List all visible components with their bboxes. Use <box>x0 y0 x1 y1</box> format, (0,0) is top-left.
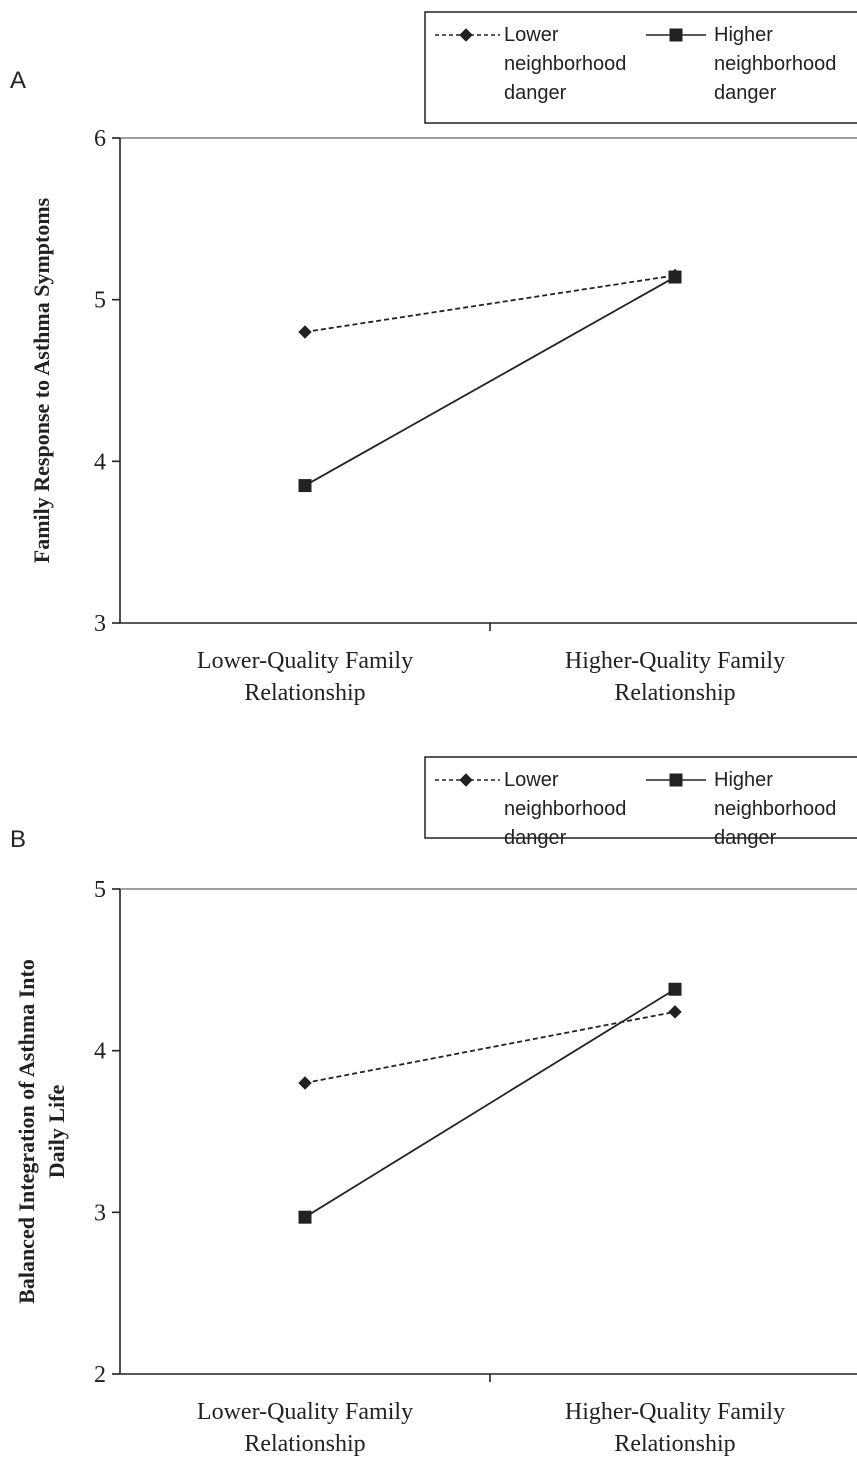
legend-label: Higher <box>714 24 773 46</box>
x-category-label: Higher-Quality Family <box>565 1399 785 1425</box>
y-axis-label-group: Family Response to Asthma Symptoms <box>29 197 54 563</box>
legend-label: Lower <box>504 769 559 791</box>
data-point-0-0 <box>298 1076 312 1090</box>
x-category-label: Relationship <box>244 680 365 706</box>
x-category-label: Higher-Quality Family <box>565 648 785 674</box>
series-line-0 <box>304 1010 676 1084</box>
legend-box <box>424 756 857 839</box>
legend-label: neighborhood <box>504 53 626 75</box>
chart-panel-b: B Lower neighborhood danger Higher neighborho… <box>10 756 857 1457</box>
data-point-1-0 <box>298 1210 312 1224</box>
y-tick-label: 5 <box>94 877 106 903</box>
y-tick-label: 5 <box>94 288 106 314</box>
y-tick-label: 3 <box>94 611 106 637</box>
legend-marker-0 <box>459 28 473 42</box>
y-axis-label: Family Response to Asthma Symptoms <box>29 197 54 563</box>
legend-label: danger <box>504 827 567 849</box>
x-category-label: Relationship <box>614 680 735 706</box>
series-line-1 <box>304 988 676 1218</box>
legend-marker-1 <box>669 773 683 787</box>
y-tick-label: 2 <box>94 1362 106 1388</box>
legend-label: neighborhood <box>714 798 836 820</box>
y-axis-label-group: Balanced Integration of Asthma Into Daily… <box>14 959 69 1304</box>
y-axis-label: Balanced Integration of Asthma Into <box>14 959 39 1304</box>
series-line-1 <box>304 276 676 487</box>
data-point-1-1 <box>668 270 682 284</box>
legend-label: neighborhood <box>504 798 626 820</box>
legend-label: neighborhood <box>714 53 836 75</box>
legend-marker-1 <box>669 28 683 42</box>
x-category-label: Relationship <box>244 1431 365 1457</box>
series-line-0 <box>304 274 676 333</box>
legend-label: danger <box>714 82 777 104</box>
x-category-label: Lower-Quality Family <box>197 1399 413 1425</box>
chart-panel-a: A Lower neighborhood danger Higher neighborho… <box>10 11 857 706</box>
legend-label: Lower <box>504 24 559 46</box>
y-tick-label: 4 <box>94 1039 106 1065</box>
data-point-1-0 <box>298 479 312 493</box>
panel-label: A <box>10 67 26 94</box>
legend-label: danger <box>714 827 777 849</box>
y-tick-label: 4 <box>94 449 106 475</box>
legend-label: Higher <box>714 769 773 791</box>
y-axis-label: Daily Life <box>44 1085 69 1179</box>
data-point-1-1 <box>668 982 682 996</box>
y-tick-label: 3 <box>94 1200 106 1226</box>
y-tick-label: 6 <box>94 126 106 152</box>
panel-label: B <box>10 826 26 853</box>
legend-marker-0 <box>459 773 473 787</box>
data-point-0-1 <box>668 1005 682 1019</box>
data-point-0-0 <box>298 325 312 339</box>
legend-box <box>424 11 857 124</box>
x-category-label: Lower-Quality Family <box>197 648 413 674</box>
legend-label: danger <box>504 82 567 104</box>
x-category-label: Relationship <box>614 1431 735 1457</box>
